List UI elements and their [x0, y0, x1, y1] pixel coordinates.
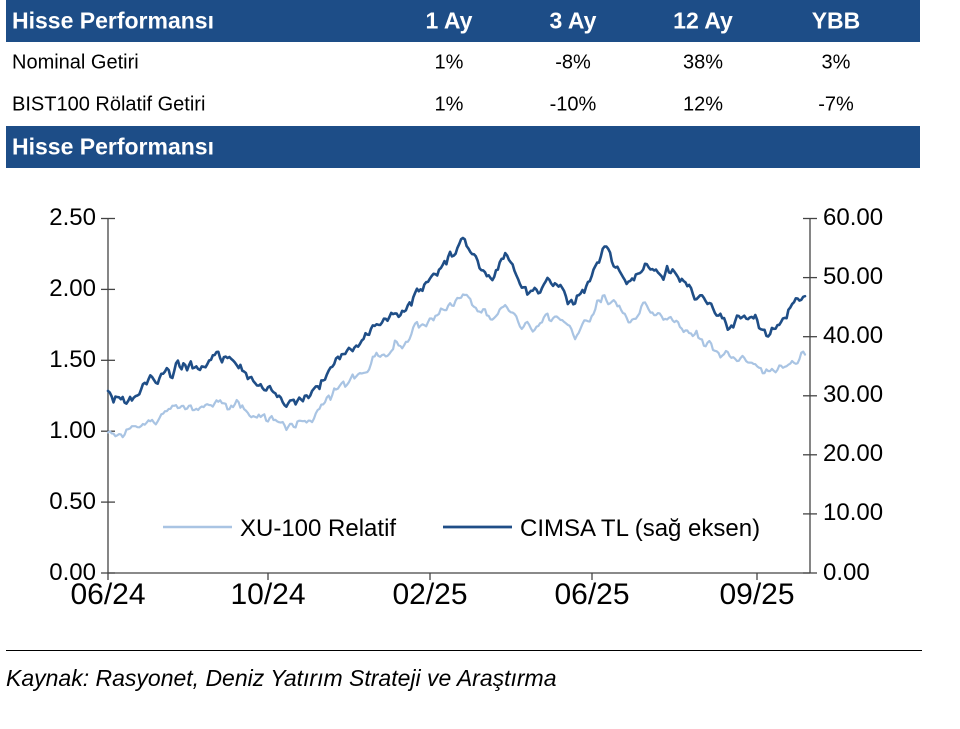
svg-text:02/25: 02/25: [392, 578, 467, 611]
svg-text:60.00: 60.00: [823, 204, 883, 231]
svg-text:0.50: 0.50: [49, 488, 96, 515]
svg-text:50.00: 50.00: [823, 263, 883, 290]
svg-text:XU-100 Relatif: XU-100 Relatif: [240, 515, 396, 542]
svg-text:06/24: 06/24: [70, 578, 145, 611]
svg-text:06/25: 06/25: [554, 578, 629, 611]
svg-text:09/25: 09/25: [719, 578, 794, 611]
svg-text:2.00: 2.00: [49, 275, 96, 302]
svg-text:20.00: 20.00: [823, 440, 883, 467]
svg-text:CIMSA TL (sağ eksen): CIMSA TL (sağ eksen): [520, 515, 760, 542]
svg-text:1.00: 1.00: [49, 417, 96, 444]
svg-text:40.00: 40.00: [823, 322, 883, 349]
svg-text:30.00: 30.00: [823, 381, 883, 408]
svg-text:2.50: 2.50: [49, 204, 96, 231]
svg-text:1.50: 1.50: [49, 346, 96, 373]
svg-text:0.00: 0.00: [823, 559, 870, 586]
svg-text:10.00: 10.00: [823, 499, 883, 526]
svg-text:10/24: 10/24: [230, 578, 305, 611]
